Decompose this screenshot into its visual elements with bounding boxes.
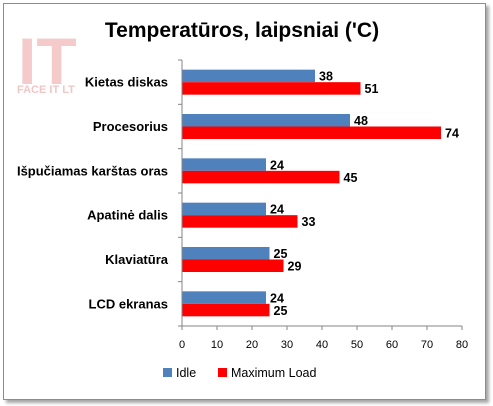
x-tick-label: 10 [211, 339, 223, 351]
legend-swatch-maximum-load [218, 368, 227, 377]
x-axis-ticks: 0 10 20 30 40 50 60 70 80 [179, 326, 468, 351]
bar-idle [182, 69, 315, 83]
category-label: Procesorius [93, 119, 168, 134]
chart-title: Temperatūros, laipsniai ('C) [105, 19, 379, 42]
x-tick-label: 60 [386, 339, 398, 351]
data-label-maximum-load: 74 [445, 127, 459, 141]
bar-maximum-load [182, 259, 284, 272]
category-label: LCD ekranas [89, 296, 168, 311]
watermark-caption: FACE IT LT [17, 84, 75, 96]
legend-label-maximum-load: Maximum Load [231, 366, 316, 380]
legend: Idle Maximum Load [163, 366, 316, 380]
data-label-idle: 48 [354, 114, 368, 128]
x-tick-label: 50 [351, 339, 363, 351]
bar-idle [182, 114, 350, 127]
bar-maximum-load [182, 82, 361, 95]
bar-maximum-load [182, 303, 270, 317]
x-tick-label: 30 [281, 339, 293, 351]
legend-label-idle: Idle [176, 366, 196, 380]
bar-maximum-load [182, 126, 441, 139]
data-label-idle: 24 [270, 291, 284, 305]
x-tick-label: 0 [179, 339, 185, 351]
category-label: Kietas diskas [85, 75, 168, 90]
bar-idle [182, 247, 270, 260]
data-label-maximum-load: 29 [288, 260, 302, 274]
data-label-maximum-load: 25 [274, 304, 288, 318]
watermark-logo: IT FACE IT LT [17, 24, 77, 98]
category-label: Išpučiamas karštas oras [17, 163, 168, 178]
bar-maximum-load [182, 170, 340, 184]
data-label-maximum-load: 33 [302, 215, 316, 229]
x-tick-label: 80 [456, 339, 468, 351]
chart-frame [3, 3, 486, 400]
category-label: Apatinė dalis [87, 208, 168, 223]
legend-swatch-idle [163, 368, 172, 377]
data-label-maximum-load: 51 [365, 82, 379, 96]
data-label-maximum-load: 45 [344, 171, 358, 185]
data-label-idle: 24 [270, 203, 284, 217]
category-labels: Kietas diskas Procesorius Išpučiamas karšt… [17, 59, 182, 327]
bars-group [182, 69, 441, 317]
x-tick-label: 40 [316, 339, 328, 351]
data-label-idle: 25 [274, 247, 288, 261]
category-label: Klaviatūra [105, 252, 169, 267]
bar-idle [182, 291, 266, 304]
data-label-idle: 24 [270, 158, 284, 172]
x-tick-label: 20 [246, 339, 258, 351]
bar-maximum-load [182, 215, 298, 228]
x-tick-label: 70 [421, 339, 433, 351]
data-label-idle: 38 [319, 70, 333, 84]
watermark-logo-text: IT [18, 24, 77, 98]
bar-idle [182, 158, 266, 171]
bar-idle [182, 202, 266, 216]
